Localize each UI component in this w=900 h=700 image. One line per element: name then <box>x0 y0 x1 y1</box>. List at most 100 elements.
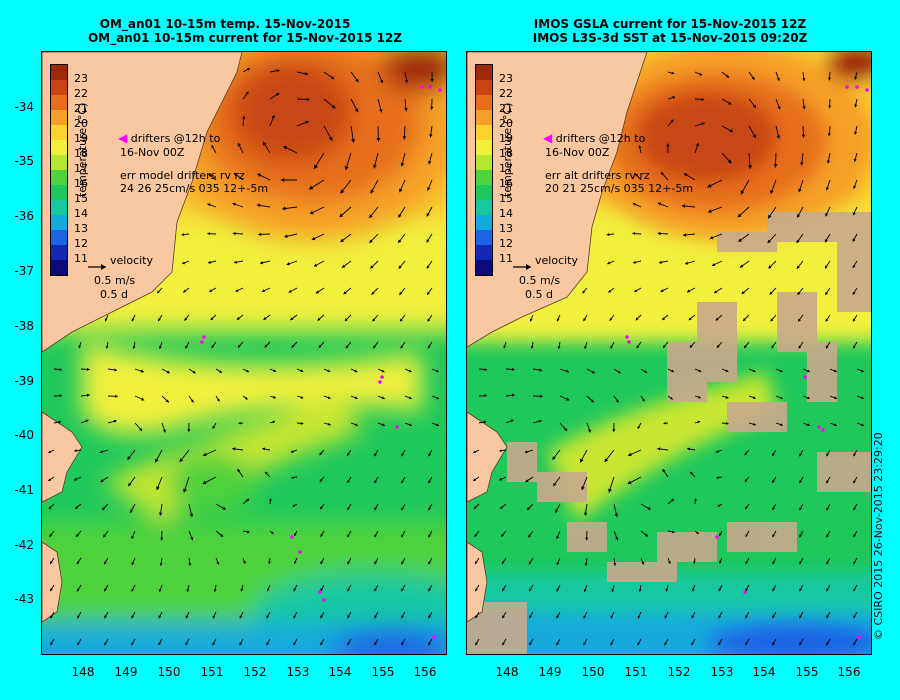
velocity-key-duration: 0.5 d <box>100 288 128 301</box>
colorbar-segment <box>51 230 67 245</box>
current-vector-head <box>160 537 164 541</box>
current-vector-head <box>275 93 280 97</box>
current-vector-head <box>319 452 323 456</box>
current-vector-head <box>725 369 729 373</box>
current-vector-head <box>852 212 856 216</box>
current-vector-head <box>266 588 270 592</box>
current-vector-head <box>556 642 559 646</box>
current-vector-head <box>642 398 645 402</box>
current-vector-head <box>799 561 802 565</box>
current-vector-head <box>263 317 267 320</box>
current-vector-head <box>475 642 478 646</box>
current-vector-head <box>398 265 402 269</box>
current-vector-head <box>86 367 90 371</box>
current-vector-head <box>74 449 77 453</box>
current-vector-head <box>585 537 589 541</box>
current-vector-head <box>266 615 270 619</box>
current-vector-head <box>779 369 783 373</box>
current-vector-head <box>208 260 211 264</box>
colorbar-segment <box>476 65 492 80</box>
current-vector-head <box>663 421 666 425</box>
current-vector-head <box>428 561 431 565</box>
current-vector-head <box>399 188 403 193</box>
current-vector-head <box>539 368 543 372</box>
current-vector-head <box>427 291 430 295</box>
current-vector-head <box>402 136 407 140</box>
current-vector-head <box>772 453 775 456</box>
current-vector-head <box>566 397 570 401</box>
current-vector-head <box>320 506 323 510</box>
drifters-line2: 16-Nov 00Z <box>545 146 610 159</box>
current-vector-head <box>341 264 346 268</box>
colorbar-segment <box>51 245 67 260</box>
current-vector-head <box>665 588 669 592</box>
colorbar <box>50 64 68 276</box>
current-vector-head <box>131 535 135 539</box>
current-vector-head <box>327 396 331 399</box>
current-vector-head <box>745 533 749 537</box>
current-vector-head <box>76 561 80 565</box>
current-vector-head <box>663 344 666 348</box>
current-vector-head <box>354 369 358 373</box>
current-vector-head <box>374 642 377 646</box>
current-vector-head <box>729 128 734 133</box>
current-vector-head <box>691 588 695 592</box>
current-vector-head <box>751 76 755 80</box>
current-vector-head <box>232 202 236 206</box>
current-vector-head <box>328 136 333 141</box>
current-vector-head <box>272 420 275 424</box>
current-vector-head <box>159 346 162 349</box>
x-tick-label: 151 <box>200 665 224 679</box>
current-vector-head <box>853 534 856 538</box>
current-vector-head <box>745 642 748 646</box>
current-vector-head <box>502 615 505 619</box>
current-vector-head <box>212 642 216 646</box>
current-vector-head <box>283 145 288 150</box>
current-vector-head <box>701 122 705 126</box>
current-vector-head <box>401 588 404 592</box>
current-vector-head <box>689 344 693 348</box>
current-vector-head <box>426 265 430 269</box>
current-vector-head <box>717 504 721 507</box>
current-vector-head <box>381 369 385 373</box>
current-vector-head <box>292 504 296 507</box>
colorbar-segment <box>51 125 67 140</box>
current-vector-head <box>744 345 747 349</box>
current-vector-head <box>306 97 310 102</box>
y-tick-label: -41 <box>14 483 34 497</box>
x-tick-label: 156 <box>413 665 437 679</box>
current-vector-head <box>315 290 320 294</box>
current-vector-head <box>260 261 264 265</box>
current-vector-head <box>216 561 220 565</box>
current-vector-head <box>104 588 107 592</box>
current-vector-head <box>426 213 430 217</box>
current-vector-head <box>584 562 588 566</box>
colorbar-tick-label: 12 <box>74 237 88 250</box>
current-vector-head <box>825 265 828 269</box>
current-vector-head <box>583 512 588 516</box>
current-vector-head <box>235 288 239 292</box>
current-vector-head <box>202 480 207 485</box>
y-tick-label: -39 <box>14 374 34 388</box>
current-vector-head <box>637 642 641 646</box>
current-vector-head <box>825 186 830 191</box>
current-vector-head <box>670 119 674 123</box>
current-vector-head <box>660 289 664 292</box>
current-vector-head <box>354 108 359 113</box>
colorbar-tick-label: 19 <box>74 132 88 145</box>
current-vector-head <box>657 447 661 451</box>
current-vector-head <box>313 164 318 169</box>
current-vector-head <box>610 642 614 646</box>
colorbar-segment <box>476 110 492 125</box>
current-vector-head <box>320 561 324 565</box>
current-vector-head <box>232 447 236 451</box>
velocity-key-arrow-icon <box>513 264 531 270</box>
current-vector-head <box>853 345 856 349</box>
current-vector-head <box>354 396 358 400</box>
current-vectors <box>48 67 440 646</box>
current-vector-head <box>131 642 134 646</box>
current-vector-head <box>369 214 373 219</box>
current-vector-head <box>374 615 377 619</box>
current-vector-head <box>801 134 806 138</box>
current-vector-head <box>244 396 248 400</box>
